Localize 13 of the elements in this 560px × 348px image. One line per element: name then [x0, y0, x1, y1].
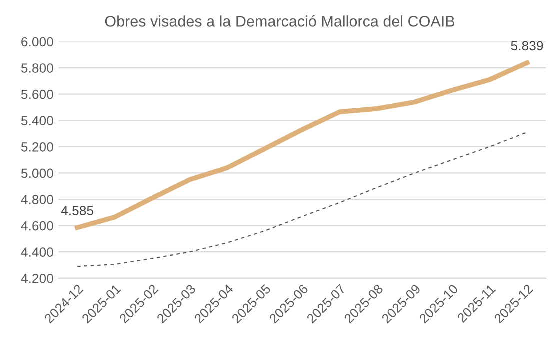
y-tick-label: 6.000	[22, 37, 54, 47]
y-tick-label: 4.200	[21, 274, 54, 284]
y-tick-label: 4.800	[21, 195, 54, 204]
y-tick-label: 5.600	[21, 90, 54, 100]
y-tick-label: 5.000	[21, 168, 54, 178]
y-tick-label: 5.400	[21, 116, 54, 126]
data-label: 4.585	[61, 206, 94, 216]
data-label: 5.839	[511, 41, 544, 51]
y-tick-label: 4.600	[21, 221, 54, 231]
y-tick-label: 5.200	[21, 142, 54, 152]
y-tick-label: 4.400	[21, 248, 54, 258]
y-tick-label: 5.800	[21, 64, 54, 73]
chart-title: Obres visades a la Demarcació Mallorca del COAIB	[105, 15, 455, 27]
